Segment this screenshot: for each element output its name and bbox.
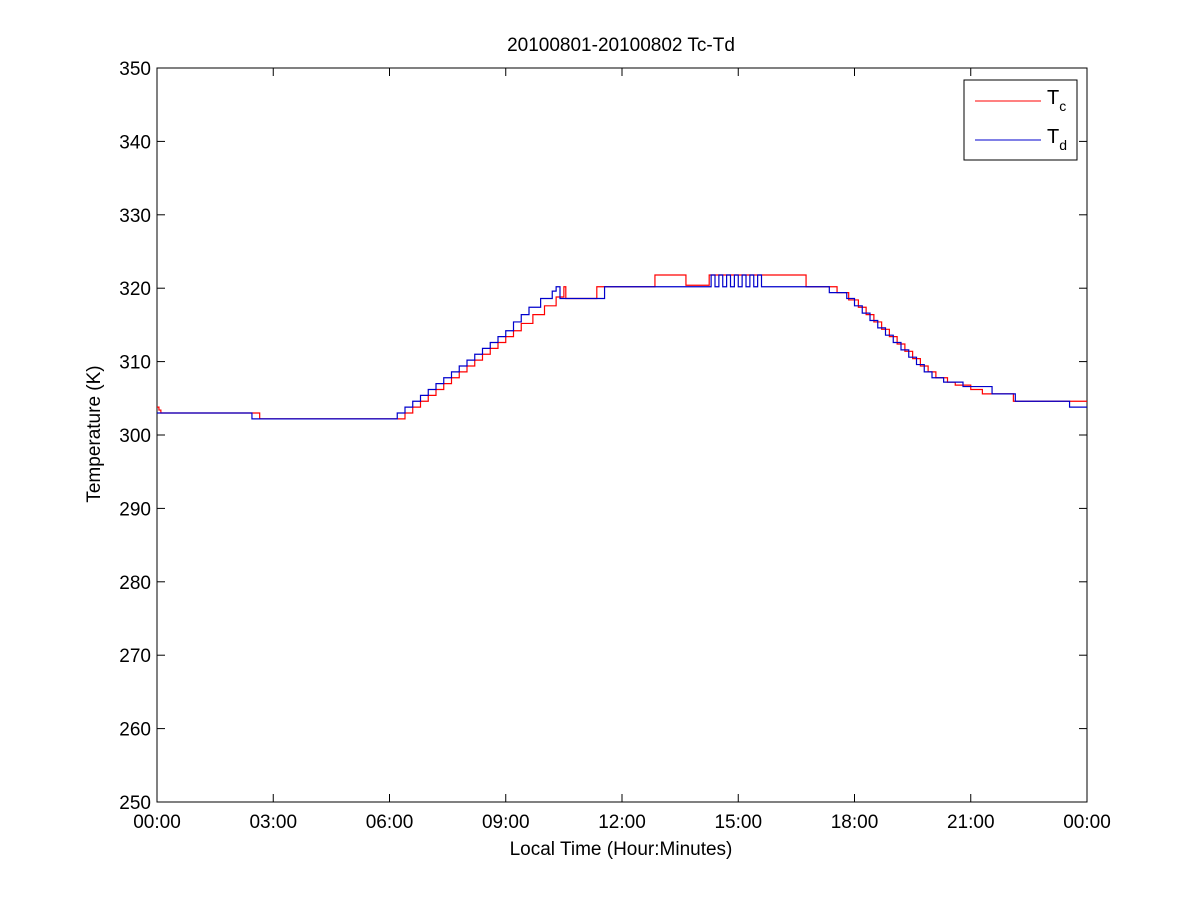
plot-area: 00:00 03:00 06:00 09:00 12:00 15:00 18:00 21:00… <box>119 59 1110 833</box>
chart-title: 20100801-20100802 Tc-Td <box>507 35 735 56</box>
x-tick-label: 06:00 <box>366 812 414 833</box>
x-tick-label: 12:00 <box>598 812 646 833</box>
x-tick-label: 18:00 <box>831 812 879 833</box>
series-line-tc <box>157 274 1087 420</box>
y-tick-label: 340 <box>119 132 151 153</box>
tick-layer: 00:00 03:00 06:00 09:00 12:00 15:00 18:00 21:00… <box>119 59 1110 833</box>
x-tick-label: 21:00 <box>947 812 995 833</box>
legend: Tc Td <box>963 79 1078 161</box>
y-tick-label: 320 <box>119 279 151 300</box>
y-tick-label: 260 <box>119 720 151 741</box>
series-layer <box>157 274 1087 420</box>
y-axis-label: Temperature (K) <box>84 365 105 502</box>
y-tick-label: 250 <box>119 793 151 814</box>
legend-label-tc: Tc <box>1047 87 1066 114</box>
y-tick-label: 350 <box>119 59 151 80</box>
x-axis-label: Local Time (Hour:Minutes) <box>510 839 733 860</box>
legend-label-tc-main: T <box>1047 87 1059 109</box>
legend-label-td-main: T <box>1047 126 1059 148</box>
y-tick-label: 330 <box>119 206 151 227</box>
x-tick-label: 03:00 <box>249 812 297 833</box>
x-tick-label: 00:00 <box>133 812 181 833</box>
x-tick-label: 09:00 <box>482 812 530 833</box>
legend-box <box>963 79 1078 161</box>
y-tick-label: 300 <box>119 426 151 447</box>
y-tick-label: 310 <box>119 353 151 374</box>
series-line-td <box>157 274 1087 420</box>
x-tick-label: 15:00 <box>714 812 762 833</box>
legend-label-td: Td <box>1047 126 1067 153</box>
y-tick-label: 270 <box>119 646 151 667</box>
y-tick-label: 280 <box>119 573 151 594</box>
axes-box <box>156 67 1088 803</box>
legend-label-tc-sub: c <box>1059 98 1066 114</box>
legend-label-td-sub: d <box>1059 137 1067 153</box>
x-tick-label: 00:00 <box>1063 812 1111 833</box>
y-tick-label: 290 <box>119 499 151 520</box>
